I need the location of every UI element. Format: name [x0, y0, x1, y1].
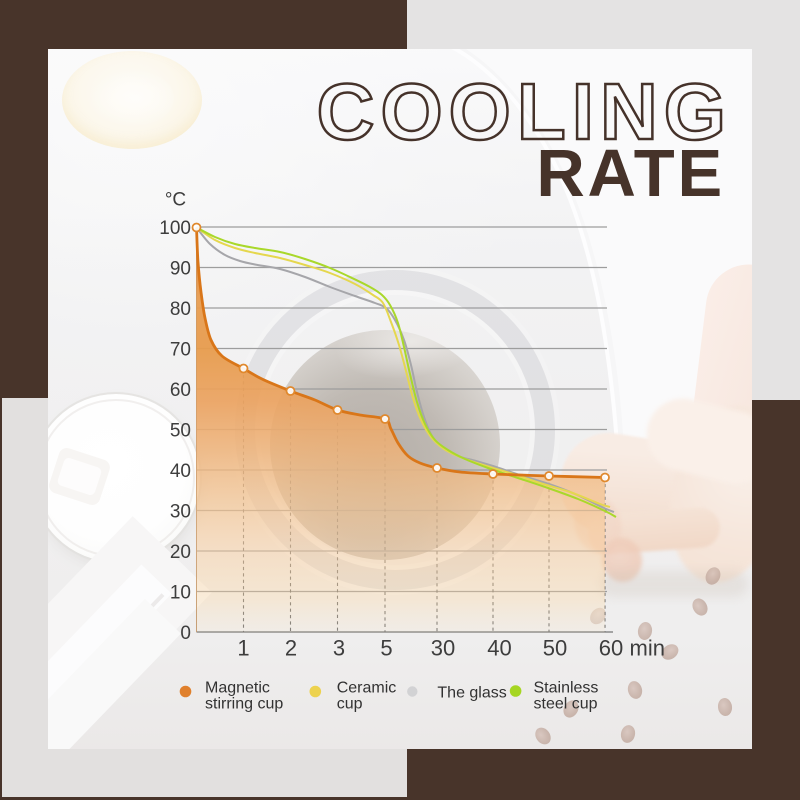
svg-text:steel cup: steel cup [534, 696, 598, 713]
svg-text:50: 50 [170, 421, 191, 442]
svg-text:Ceramic: Ceramic [337, 680, 397, 697]
svg-text:2: 2 [285, 636, 297, 661]
svg-text:Magnetic: Magnetic [205, 680, 270, 697]
svg-text:°C: °C [165, 190, 186, 211]
svg-text:The glass: The glass [437, 685, 506, 702]
svg-text:stirring cup: stirring cup [205, 696, 283, 713]
svg-text:70: 70 [170, 340, 191, 361]
svg-text:40: 40 [170, 461, 191, 482]
svg-text:Stainless: Stainless [534, 680, 599, 697]
svg-text:60: 60 [599, 636, 623, 661]
svg-text:5: 5 [380, 636, 392, 661]
svg-text:60: 60 [170, 380, 191, 401]
svg-text:40: 40 [487, 636, 511, 661]
svg-text:30: 30 [431, 636, 455, 661]
svg-text:100: 100 [159, 218, 191, 239]
svg-text:min: min [630, 636, 665, 661]
svg-text:1: 1 [237, 636, 249, 661]
svg-text:80: 80 [170, 299, 191, 320]
svg-text:50: 50 [543, 636, 567, 661]
svg-text:0: 0 [180, 623, 191, 644]
svg-text:90: 90 [170, 259, 191, 280]
svg-text:20: 20 [170, 542, 191, 563]
svg-text:3: 3 [333, 636, 345, 661]
svg-text:30: 30 [170, 502, 191, 523]
svg-text:cup: cup [337, 696, 363, 713]
svg-text:10: 10 [170, 583, 191, 604]
